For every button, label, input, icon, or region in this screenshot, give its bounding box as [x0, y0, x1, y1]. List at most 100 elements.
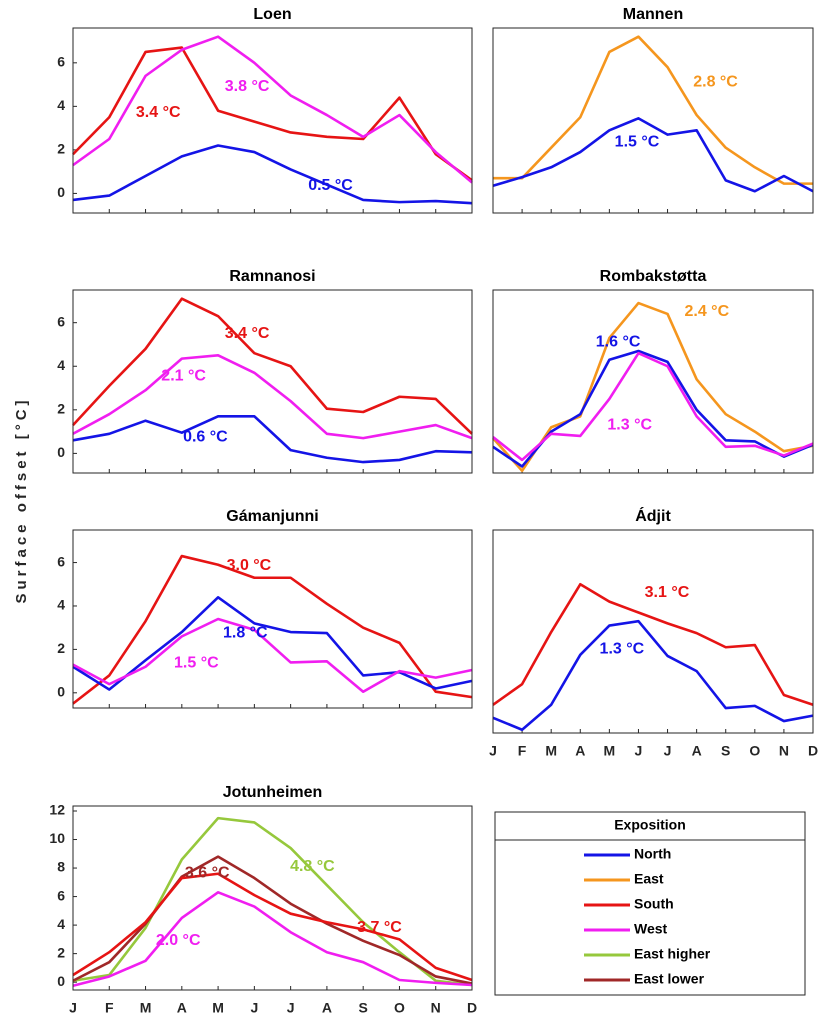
series-line: [72, 890, 473, 987]
annotation: 2.4 °C: [684, 303, 729, 320]
annotation: 3.8 °C: [225, 78, 270, 95]
series-line: [492, 582, 814, 707]
legend-label: East higher: [634, 946, 711, 962]
plot-frame: [72, 289, 473, 474]
y-tick-label: 6: [57, 54, 65, 70]
x-tick-label: F: [518, 743, 527, 759]
series-line: [492, 301, 814, 473]
annotation: 3.0 °C: [227, 557, 272, 574]
y-tick-label: 2: [57, 640, 65, 656]
y-tick-label: 4: [57, 916, 65, 932]
x-tick-label: F: [105, 1000, 114, 1016]
y-tick-label: 12: [49, 802, 65, 818]
series-line: [72, 816, 473, 987]
series-line: [72, 46, 473, 182]
annotation: 0.5 °C: [308, 177, 353, 194]
annotation: 3.1 °C: [645, 584, 690, 601]
annotation: 2.1 °C: [161, 367, 206, 384]
x-tick-label: S: [359, 1000, 368, 1016]
y-tick-label: 0: [57, 184, 65, 200]
y-tick-label: 6: [57, 553, 65, 569]
y-tick-label: 10: [49, 830, 65, 846]
series-line: [492, 619, 814, 732]
legend-label: South: [634, 896, 674, 912]
x-tick-label: O: [394, 1000, 405, 1016]
annotation: 1.3 °C: [607, 416, 652, 433]
series-line: [72, 415, 473, 464]
legend-box: [494, 811, 806, 996]
x-tick-label: J: [69, 1000, 77, 1016]
x-tick-label: A: [322, 1000, 332, 1016]
annotation: 4.8 °C: [290, 858, 335, 875]
annotation: 1.5 °C: [615, 133, 660, 150]
y-tick-label: 4: [57, 97, 65, 113]
series-line: [72, 617, 473, 694]
legend-label: West: [634, 921, 668, 937]
x-tick-label: J: [250, 1000, 258, 1016]
legend-label: East lower: [634, 971, 705, 987]
annotation: 1.8 °C: [223, 624, 268, 641]
chart-title: Loen: [253, 6, 291, 23]
y-tick-label: 2: [57, 141, 65, 157]
x-tick-label: J: [287, 1000, 295, 1016]
series-line: [72, 297, 473, 435]
x-tick-label: A: [692, 743, 702, 759]
series-line: [72, 554, 473, 705]
x-tick-label: M: [604, 743, 616, 759]
x-tick-label: J: [635, 743, 643, 759]
series-line: [72, 595, 473, 691]
annotation: 1.5 °C: [174, 655, 219, 672]
x-tick-label: S: [721, 743, 730, 759]
series-line: [72, 144, 473, 205]
y-axis-label: Surface offset [°C]: [13, 396, 30, 603]
series-line: [492, 351, 814, 462]
x-tick-label: J: [489, 743, 497, 759]
annotation: 1.6 °C: [596, 334, 641, 351]
chart-title: Mannen: [623, 6, 683, 23]
plot-frame: [492, 529, 814, 734]
series-line: [72, 354, 473, 440]
annotation: 3.7 °C: [357, 919, 402, 936]
y-tick-label: 6: [57, 887, 65, 903]
chart-title: Jotunheimen: [223, 784, 323, 801]
y-tick-label: 2: [57, 401, 65, 417]
x-tick-label: M: [545, 743, 557, 759]
x-tick-label: J: [664, 743, 672, 759]
plot-frame: [72, 805, 473, 991]
annotation: 2.0 °C: [156, 932, 201, 949]
annotation: 0.6 °C: [183, 428, 228, 445]
legend-title: Exposition: [614, 817, 686, 833]
annotation: 2.8 °C: [693, 74, 738, 91]
x-tick-label: A: [177, 1000, 187, 1016]
plot-frame: [492, 289, 814, 474]
series-line: [72, 35, 473, 184]
x-tick-label: D: [808, 743, 818, 759]
chart-title: Rombakstøtta: [600, 268, 707, 285]
x-tick-label: N: [431, 1000, 441, 1016]
x-tick-label: M: [212, 1000, 224, 1016]
x-tick-label: D: [467, 1000, 477, 1016]
annotation: 3.6 °C: [185, 864, 230, 881]
annotation: 3.4 °C: [136, 104, 181, 121]
annotation: 1.3 °C: [600, 641, 645, 658]
y-tick-label: 6: [57, 313, 65, 329]
chart-title: Gámanjunni: [226, 508, 318, 525]
y-tick-label: 0: [57, 444, 65, 460]
x-tick-label: N: [779, 743, 789, 759]
chart-title: Ramnanosi: [229, 268, 315, 285]
series-line: [72, 855, 473, 985]
y-tick-label: 8: [57, 859, 65, 875]
chart-title: Ádjit: [635, 506, 671, 525]
y-tick-label: 2: [57, 944, 65, 960]
series-line: [492, 117, 814, 193]
series-line: [72, 872, 473, 982]
legend-label: North: [634, 846, 671, 862]
y-tick-label: 0: [57, 684, 65, 700]
y-tick-label: 4: [57, 597, 65, 613]
x-tick-label: O: [749, 743, 760, 759]
series-line: [493, 35, 813, 185]
annotation: 3.4 °C: [225, 325, 270, 342]
plot-frame: [72, 27, 473, 214]
y-tick-label: 0: [57, 973, 65, 989]
